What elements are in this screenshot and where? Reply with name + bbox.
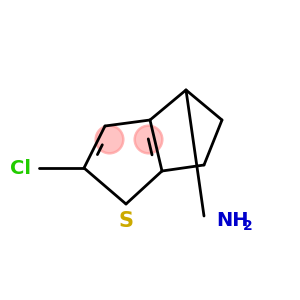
Text: Cl: Cl <box>10 158 31 178</box>
Text: S: S <box>118 212 134 231</box>
Circle shape <box>135 126 162 153</box>
Text: NH: NH <box>216 211 248 230</box>
Text: 2: 2 <box>242 220 252 233</box>
Circle shape <box>96 126 123 153</box>
